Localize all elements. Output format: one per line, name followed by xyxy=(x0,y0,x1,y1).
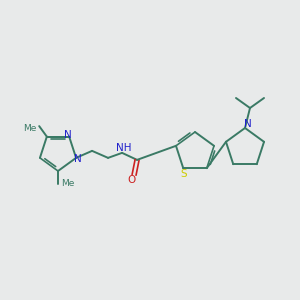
Text: Me: Me xyxy=(61,178,74,188)
Text: NH: NH xyxy=(116,143,132,153)
Text: N: N xyxy=(74,154,81,164)
Text: S: S xyxy=(180,169,187,179)
Text: N: N xyxy=(244,119,252,129)
Text: N: N xyxy=(64,130,72,140)
Text: O: O xyxy=(127,175,135,185)
Text: Me: Me xyxy=(23,124,36,133)
